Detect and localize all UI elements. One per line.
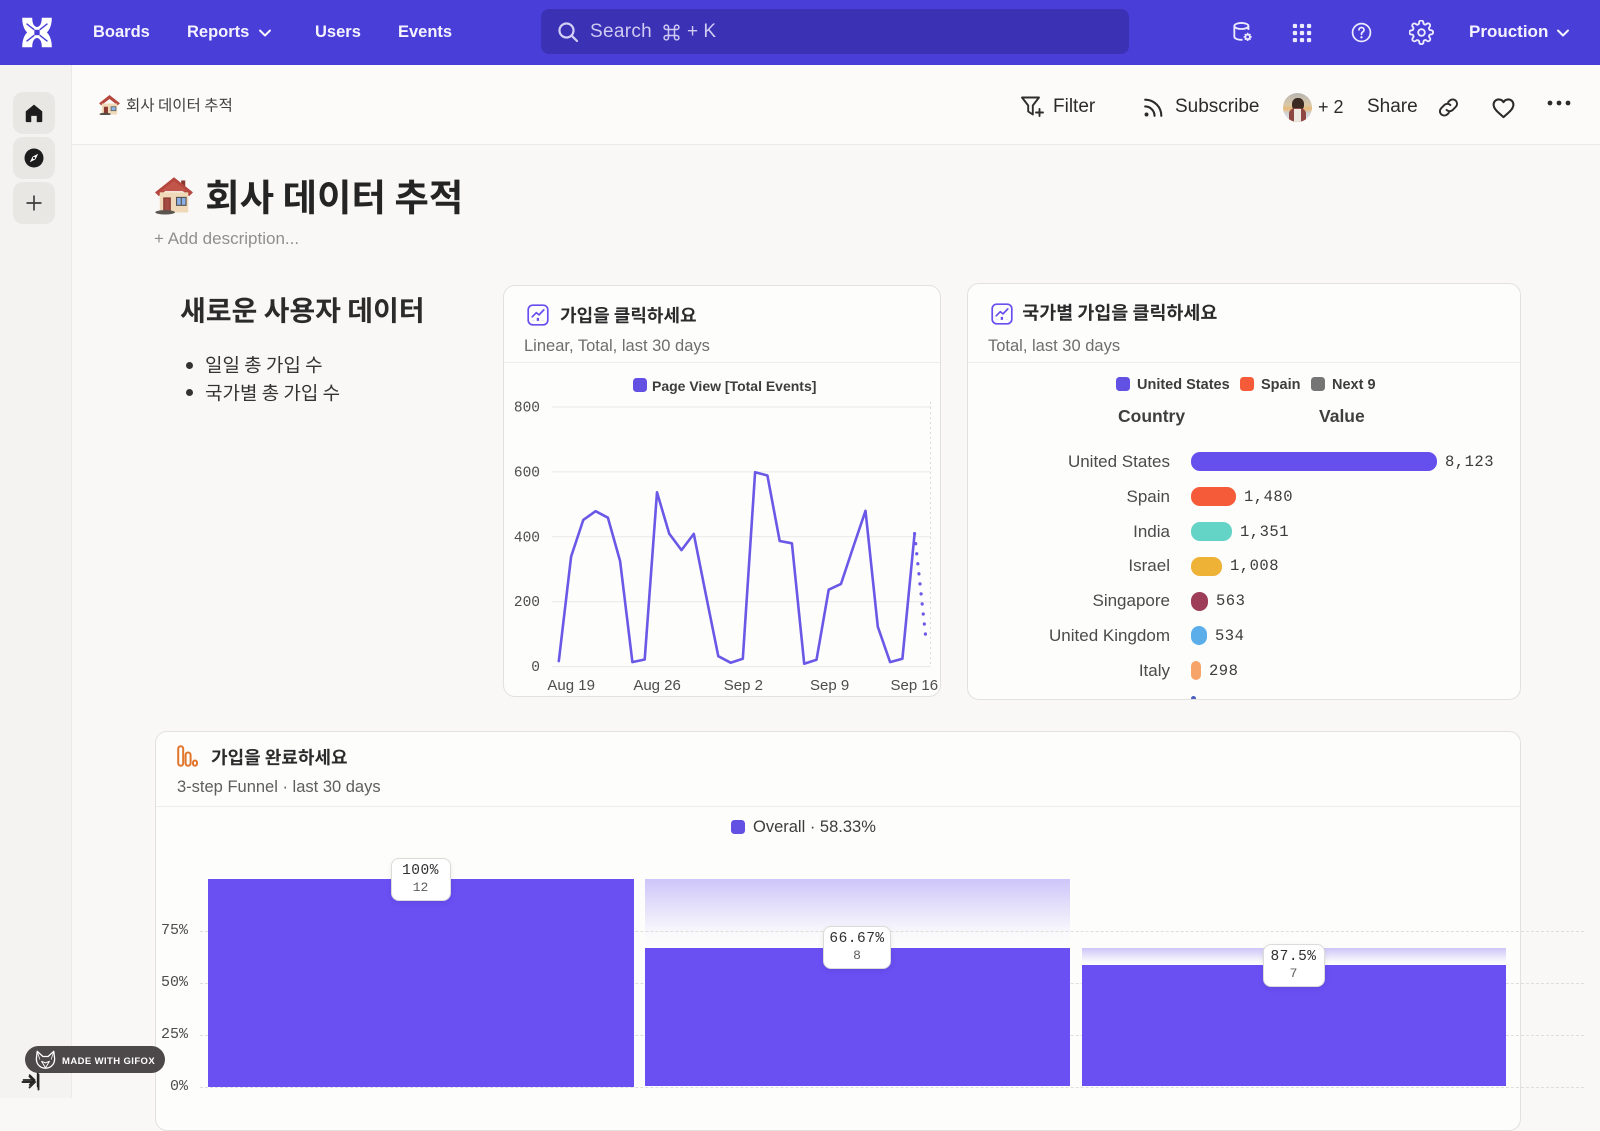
svg-text:Aug 19: Aug 19 — [547, 677, 595, 694]
svg-text:800: 800 — [514, 401, 540, 417]
svg-text:200: 200 — [514, 595, 540, 611]
svg-text:Sep 16: Sep 16 — [891, 677, 939, 694]
svg-text:Sep 2: Sep 2 — [724, 677, 763, 694]
svg-text:0: 0 — [531, 660, 540, 676]
svg-text:600: 600 — [514, 465, 540, 481]
svg-text:Aug 26: Aug 26 — [633, 677, 681, 694]
svg-text:Sep 9: Sep 9 — [810, 677, 849, 694]
svg-text:400: 400 — [514, 530, 540, 546]
